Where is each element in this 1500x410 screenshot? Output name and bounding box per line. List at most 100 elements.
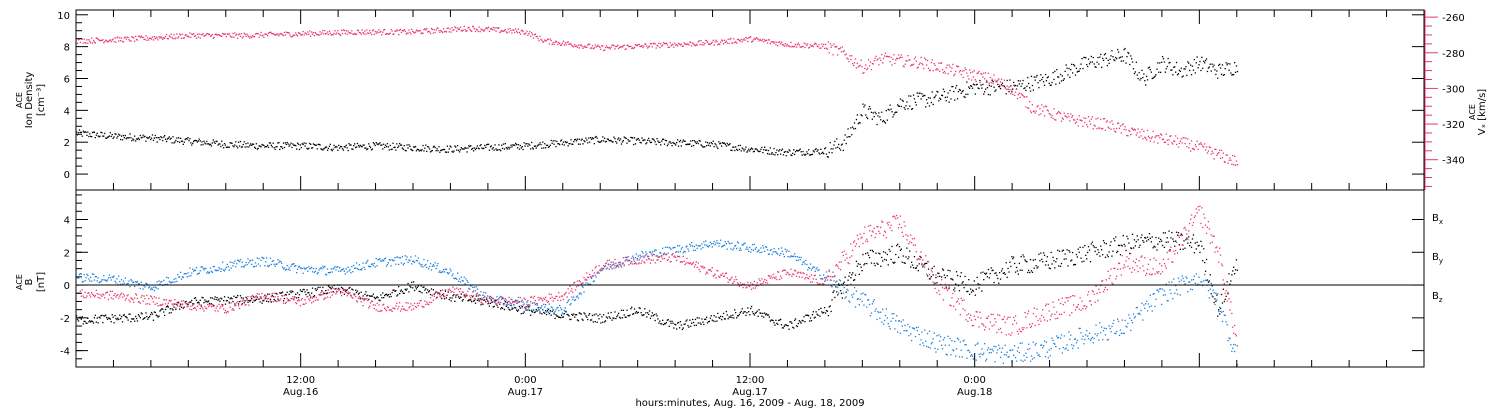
density-point	[220, 145, 222, 148]
vx-point	[956, 66, 959, 68]
by-point	[360, 269, 362, 271]
vx-point	[1222, 152, 1224, 154]
density-point	[955, 85, 958, 87]
by-point	[922, 342, 924, 344]
density-point	[771, 152, 773, 154]
bx-point	[129, 313, 131, 315]
density-point	[782, 154, 785, 156]
vx-point	[901, 56, 903, 59]
vx-point	[752, 39, 755, 41]
bx-point	[981, 290, 983, 292]
by-point	[773, 248, 775, 250]
vx-point	[604, 49, 606, 51]
bx-point	[638, 307, 640, 309]
bx-point	[898, 246, 901, 248]
vx-point	[355, 33, 357, 36]
by-point	[1074, 338, 1077, 340]
vx-point	[460, 30, 462, 32]
by-point	[271, 260, 273, 263]
vx-point	[871, 63, 873, 65]
vx-point	[563, 44, 565, 46]
density-point	[656, 138, 658, 140]
vx-point	[746, 37, 748, 40]
by-point	[803, 261, 805, 263]
vx-point	[476, 29, 478, 31]
by-point	[894, 328, 896, 330]
vx-point	[91, 37, 93, 39]
by-point	[409, 259, 411, 262]
bx-point	[442, 293, 444, 296]
by-point	[546, 308, 549, 310]
density-point	[586, 139, 588, 141]
vx-point	[859, 64, 861, 66]
by-point	[168, 280, 170, 283]
bx-point	[223, 300, 225, 302]
by-point	[465, 278, 467, 280]
by-point	[227, 266, 229, 268]
bx-point	[912, 267, 915, 269]
bx-point	[363, 298, 365, 300]
by-point	[1067, 349, 1069, 351]
density-point	[941, 94, 943, 96]
by-point	[332, 268, 334, 270]
vx-point	[809, 46, 811, 48]
bx-point	[1037, 266, 1039, 268]
density-point	[1167, 57, 1169, 60]
vx-point	[921, 62, 923, 65]
density-point	[1064, 70, 1066, 72]
vx-point	[340, 34, 342, 36]
by-point	[1222, 310, 1224, 313]
vx-point	[223, 33, 225, 35]
bx-point	[790, 321, 792, 323]
density-point	[438, 146, 440, 148]
vx-point	[1042, 110, 1044, 112]
by-point	[105, 279, 107, 281]
by-point	[379, 258, 381, 260]
vx-point	[885, 55, 887, 58]
bx-point	[289, 290, 291, 292]
vx-point	[1179, 140, 1181, 142]
bx-point	[483, 299, 485, 301]
vx-point	[83, 38, 85, 40]
bx-point	[440, 290, 442, 292]
vx-point	[1210, 153, 1212, 155]
density-point	[219, 143, 221, 145]
density-point	[355, 146, 357, 149]
by-point	[1120, 332, 1122, 334]
vx-point	[1113, 128, 1115, 130]
vx-point	[528, 33, 530, 35]
vx-point	[540, 38, 542, 40]
bx-point	[1066, 249, 1068, 251]
density-point	[211, 142, 213, 144]
bx-point	[897, 243, 899, 245]
bx-point	[186, 303, 188, 305]
bz-point	[80, 295, 82, 297]
by-point	[464, 283, 466, 285]
by-point	[512, 301, 514, 303]
vx-point	[861, 66, 863, 68]
bx-point	[834, 296, 836, 299]
vx-point	[100, 39, 102, 42]
bx-point	[1073, 263, 1076, 266]
density-point	[227, 146, 229, 148]
vx-point	[672, 43, 674, 46]
bx-point	[288, 293, 290, 295]
vx-point	[455, 27, 457, 29]
vx-point	[948, 64, 950, 66]
by-point	[1103, 327, 1106, 329]
density-point	[803, 153, 805, 156]
bx-point	[102, 321, 104, 324]
by-point	[157, 288, 159, 290]
by-point	[122, 280, 125, 282]
by-point	[812, 266, 814, 268]
density-point	[594, 136, 596, 138]
density-point	[1214, 69, 1216, 71]
density-point	[962, 90, 964, 92]
density-point	[148, 137, 150, 139]
vx-point	[894, 62, 896, 65]
bx-point	[964, 275, 966, 278]
by-point	[1183, 280, 1185, 282]
by-point	[1052, 339, 1054, 342]
by-point	[76, 276, 79, 279]
bx-point	[740, 310, 742, 313]
